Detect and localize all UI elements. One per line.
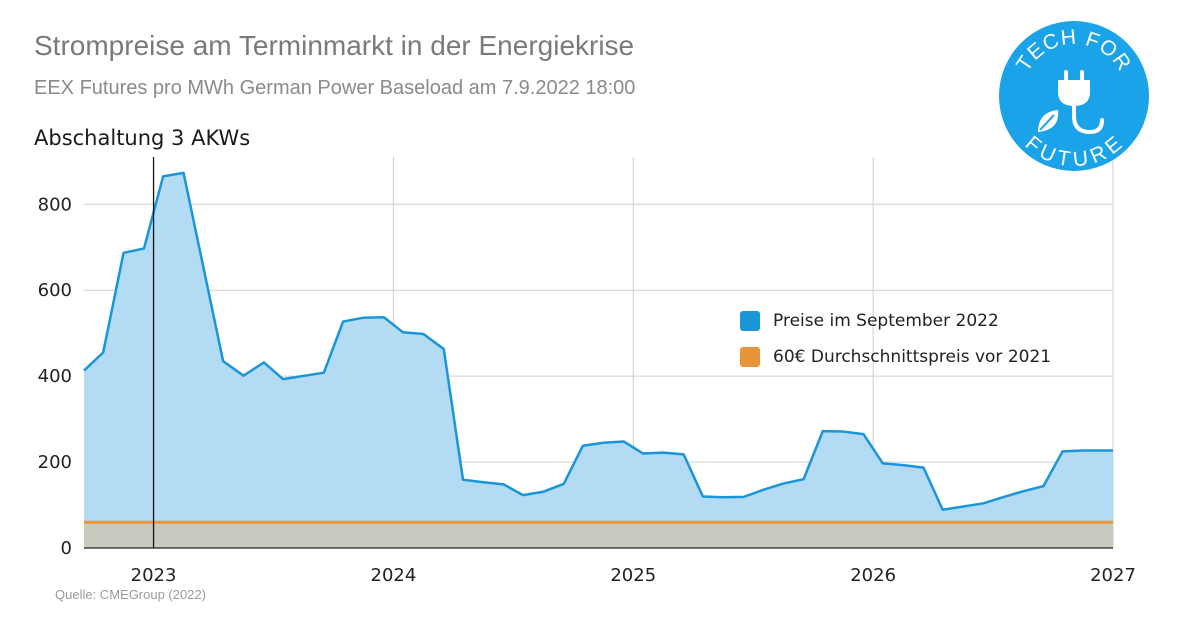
chart-title: Strompreise am Terminmarkt in der Energi… bbox=[34, 30, 635, 61]
y-tick-label: 200 bbox=[38, 452, 72, 473]
legend-item-prices[interactable]: Preise im September 2022 bbox=[740, 303, 1051, 339]
y-tick-label: 600 bbox=[38, 280, 72, 301]
y-tick-label: 0 bbox=[61, 538, 72, 559]
x-tick-label: 2026 bbox=[850, 565, 896, 586]
legend-item-average[interactable]: 60€ Durchschnittspreis vor 2021 bbox=[740, 339, 1051, 375]
price-line bbox=[83, 171, 1113, 512]
legend-label-prices: Preise im September 2022 bbox=[773, 311, 999, 331]
legend-swatch-prices bbox=[740, 311, 760, 331]
legend-swatch-average bbox=[740, 347, 760, 367]
price-area bbox=[84, 172, 1113, 548]
tech-for-future-logo: TECH FOR FUTURE bbox=[999, 21, 1149, 172]
x-tick-label: 2027 bbox=[1090, 565, 1136, 586]
y-tick-label: 400 bbox=[38, 366, 72, 387]
chart-subtitle: EEX Futures pro MWh German Power Baseloa… bbox=[34, 77, 636, 99]
y-tick-label: 800 bbox=[38, 194, 72, 215]
x-tick-label: 2024 bbox=[371, 565, 417, 586]
plug-icon bbox=[1058, 70, 1104, 135]
annotation-label: Abschaltung 3 AKWs bbox=[34, 126, 251, 150]
x-tick-label: 2023 bbox=[131, 565, 177, 586]
x-tick-label: 2025 bbox=[610, 565, 656, 586]
average-band bbox=[84, 522, 1113, 548]
source-note: Quelle: CMEGroup (2022) bbox=[55, 587, 207, 602]
legend-label-average: 60€ Durchschnittspreis vor 2021 bbox=[773, 347, 1052, 367]
legend: Preise im September 2022 60€ Durchschnit… bbox=[740, 303, 1051, 375]
